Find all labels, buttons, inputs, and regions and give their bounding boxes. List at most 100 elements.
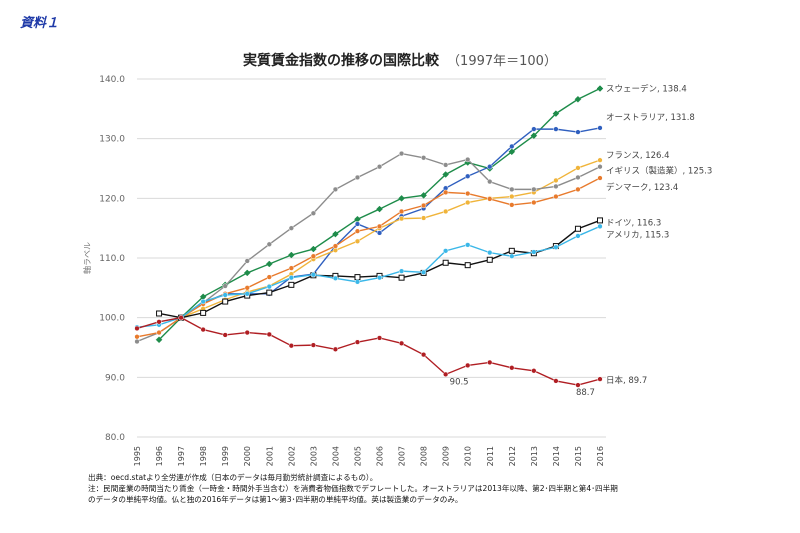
x-tick-label: 2000 [243,446,252,466]
series-line [136,152,601,343]
data-point [509,365,515,371]
data-point [553,177,559,184]
data-point [310,253,317,259]
data-point [244,291,250,297]
data-point [575,174,581,181]
data-point [398,150,405,157]
data-point [200,326,206,333]
series-end-label: デンマーク, 123.4 [606,182,678,193]
data-point [376,275,383,281]
data-point [222,298,229,305]
x-tick-label: 2008 [420,446,429,466]
data-point [553,193,559,200]
x-tick-label: 2010 [464,446,473,466]
data-point [508,247,515,254]
data-point [531,368,537,374]
data-point [553,183,559,190]
x-tick-label: 2016 [596,446,605,466]
series-line [136,225,601,328]
data-point [310,210,317,216]
series-line [136,316,601,386]
data-point [398,208,405,215]
data-point [244,285,250,291]
note-source: 出典：oecd.statより全労連が作成（日本のデータは毎月勤労統計調査によるも… [88,473,378,482]
x-tick-label: 1996 [155,446,164,466]
data-point [376,230,383,236]
data-point [597,376,603,382]
data-point [266,283,272,290]
data-point [266,241,272,247]
data-point [332,230,339,238]
x-tick-label: 2002 [287,446,296,466]
x-tick-label: 2009 [442,446,451,466]
data-point [597,217,603,224]
data-point [530,132,538,140]
data-point [244,329,250,336]
data-point [486,256,493,263]
data-point [222,332,228,338]
x-tick-label: 2015 [574,446,583,466]
data-point [553,244,559,250]
y-tick-label: 140.0 [99,75,125,85]
series-end-label: イギリス（製造業）, 125.3 [606,166,712,177]
data-point [156,310,163,317]
data-point [465,173,471,179]
data-point [288,275,294,281]
series-line [180,127,601,319]
data-point [574,95,582,103]
data-point [509,193,515,200]
data-point [575,129,581,135]
data-point [376,223,383,230]
data-point [508,148,516,156]
y-tick-label: 120.0 [99,194,125,204]
data-point [553,126,559,132]
x-tick-label: 2001 [265,446,274,466]
note-2: のデータの単純平均値。仏と独の2016年データは第1～第3･四半期の単純平均値。… [88,495,463,504]
data-point [509,253,515,259]
data-point [465,362,471,369]
series-end-label: 日本, 89.7 [606,375,647,386]
data-point [465,190,471,197]
data-point [354,279,361,285]
data-point [332,275,339,281]
x-tick-label: 2012 [508,446,517,466]
data-point [310,342,317,348]
data-point [266,274,272,280]
x-tick-label: 2011 [486,446,495,466]
data-point [376,335,383,341]
x-tick-label: 2014 [552,446,561,466]
data-point [509,143,515,150]
data-point [420,155,427,161]
x-tick-label: 1998 [199,446,208,466]
data-point [420,352,427,358]
data-point [574,225,581,232]
data-point [487,178,493,185]
data-point [597,157,603,163]
data-point [443,248,449,254]
data-point [464,262,471,269]
x-tick-label: 1999 [221,446,230,466]
data-point [487,196,493,202]
data-point [178,315,184,321]
data-point [597,223,603,230]
data-point [398,194,405,202]
data-point [156,319,162,325]
x-tick-label: 2006 [376,446,385,466]
data-point [156,329,162,336]
data-point [354,174,361,181]
data-point [443,208,449,215]
data-point [442,171,450,178]
data-point [398,215,405,222]
data-point [200,298,206,305]
data-point [398,268,405,274]
data-annotation: 88.7 [576,388,595,398]
data-point [288,265,294,271]
y-tick-label: 90.0 [105,373,125,383]
data-point [596,85,604,92]
data-point [465,156,471,163]
data-point [243,269,251,277]
data-point [398,340,405,346]
data-point [442,259,449,266]
chart-title-block: 実質賃金指数の推移の国際比較 （1997年＝100） [0,50,800,70]
data-point [354,221,361,227]
